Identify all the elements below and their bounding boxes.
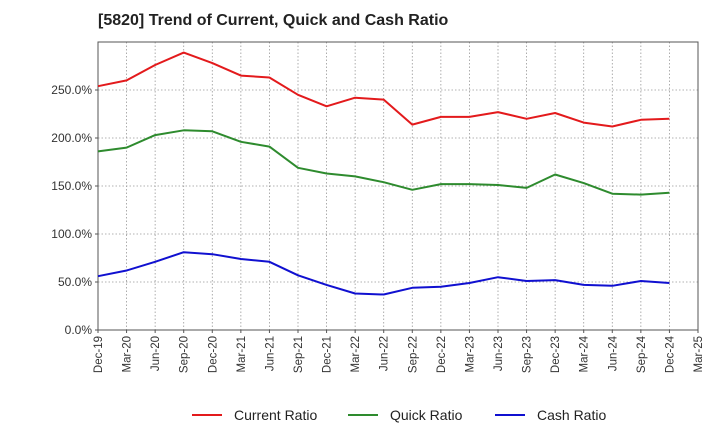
legend-label: Cash Ratio: [537, 407, 606, 423]
y-tick-label: 100.0%: [51, 227, 92, 241]
x-tick-label: Mar-21: [236, 336, 248, 372]
x-tick-label: Jun-21: [264, 336, 276, 371]
y-tick-label: 150.0%: [51, 179, 92, 193]
x-tick-label: Jun-23: [493, 336, 505, 371]
x-tick-label: Dec-24: [664, 335, 676, 373]
series-line-cash-ratio: [97, 251, 670, 296]
y-tick-label: 200.0%: [51, 131, 92, 145]
series-line-current-ratio: [97, 51, 670, 128]
x-tick-label: Dec-23: [550, 336, 562, 373]
x-tick-label: Sep-21: [293, 336, 305, 373]
x-tick-label: Sep-23: [522, 336, 534, 373]
y-tick-label: 0.0%: [65, 323, 93, 337]
x-tick-label: Jun-22: [379, 336, 391, 371]
x-tick-label: Mar-23: [464, 336, 476, 372]
x-tick-label: Sep-24: [636, 335, 648, 373]
x-tick-label: Sep-22: [407, 336, 419, 373]
axis-layer: 0.0% 50.0% 100.0% 150.0% 200.0% 250.0% Dec-19 M…: [51, 41, 705, 373]
x-tick-label: Dec-21: [322, 336, 334, 373]
y-tick-label: 50.0%: [58, 275, 92, 289]
x-tick-label: Dec-22: [436, 336, 448, 373]
series-layer: [97, 51, 670, 296]
x-tick-label: Mar-25: [693, 336, 705, 372]
x-tick-label: Dec-19: [93, 336, 105, 373]
x-tick-label: Dec-20: [207, 336, 219, 373]
x-tick-label: Mar-20: [122, 336, 134, 372]
series-line-quick-ratio: [97, 129, 670, 196]
x-tick-label: Sep-20: [179, 336, 191, 373]
x-tick-label: Jun-20: [150, 336, 162, 371]
x-tick-label: Mar-24: [579, 335, 591, 372]
chart-title: [5820] Trend of Current, Quick and Cash …: [98, 12, 449, 29]
legend: Current Ratio Quick Ratio Cash Ratio: [192, 407, 606, 423]
x-tick-label: Mar-22: [350, 336, 362, 372]
y-tick-label: 250.0%: [51, 83, 92, 97]
x-tick-label: Jun-24: [607, 335, 619, 371]
legend-label: Current Ratio: [234, 407, 317, 423]
legend-label: Quick Ratio: [390, 407, 463, 423]
